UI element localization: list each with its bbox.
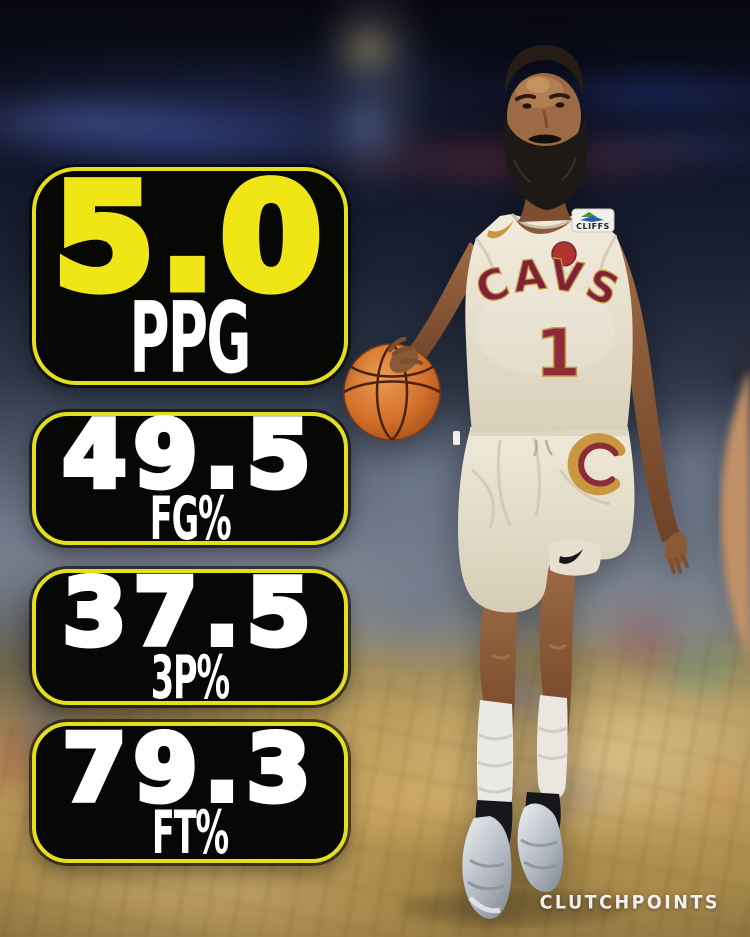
stat-label-ppg: PPG <box>129 282 252 397</box>
shorts <box>453 427 635 613</box>
stat-box-ppg: 5.0 PPG <box>32 152 348 397</box>
opponent-arm <box>721 330 750 662</box>
sneakers <box>462 792 564 919</box>
stat-label-ft-pct: FT% <box>151 798 229 869</box>
cavs-c-logo-icon <box>567 433 626 496</box>
stat-value-3p-pct: 37.5 <box>60 559 318 667</box>
player-body: CLIFFS CAVS 1 <box>343 45 689 919</box>
jersey: CLIFFS CAVS 1 <box>465 208 633 432</box>
nike-swoosh-shorts-icon <box>559 549 583 564</box>
sponsor-label: CLIFFS <box>576 222 610 231</box>
player-head <box>504 45 588 222</box>
socks <box>476 695 568 818</box>
sponsor-patch: CLIFFS <box>571 208 615 233</box>
clutchpoints-watermark: CLUTCHPOINTS <box>539 892 720 914</box>
stat-label-fg-pct: FG% <box>149 484 232 555</box>
basketball <box>343 336 441 441</box>
jersey-number: 1 <box>535 315 581 392</box>
stat-value-ppg: 5.0 <box>49 152 327 323</box>
beard <box>504 112 588 210</box>
stat-value-fg-pct: 49.5 <box>60 400 318 508</box>
stat-box-3p-pct: 37.5 3P% <box>32 559 348 713</box>
stat-value-ft-pct: 79.3 <box>60 714 318 822</box>
nike-swoosh-icon <box>487 220 514 239</box>
hair <box>504 45 584 96</box>
basketball-hoop-icon <box>551 241 577 292</box>
stat-box-ft-pct: 79.3 FT% <box>32 714 348 869</box>
stat-label-3p-pct: 3P% <box>150 642 230 713</box>
nba-logo-patch <box>453 431 460 445</box>
player-shadow <box>400 892 630 924</box>
stat-box-fg-pct: 49.5 FG% <box>32 400 348 555</box>
